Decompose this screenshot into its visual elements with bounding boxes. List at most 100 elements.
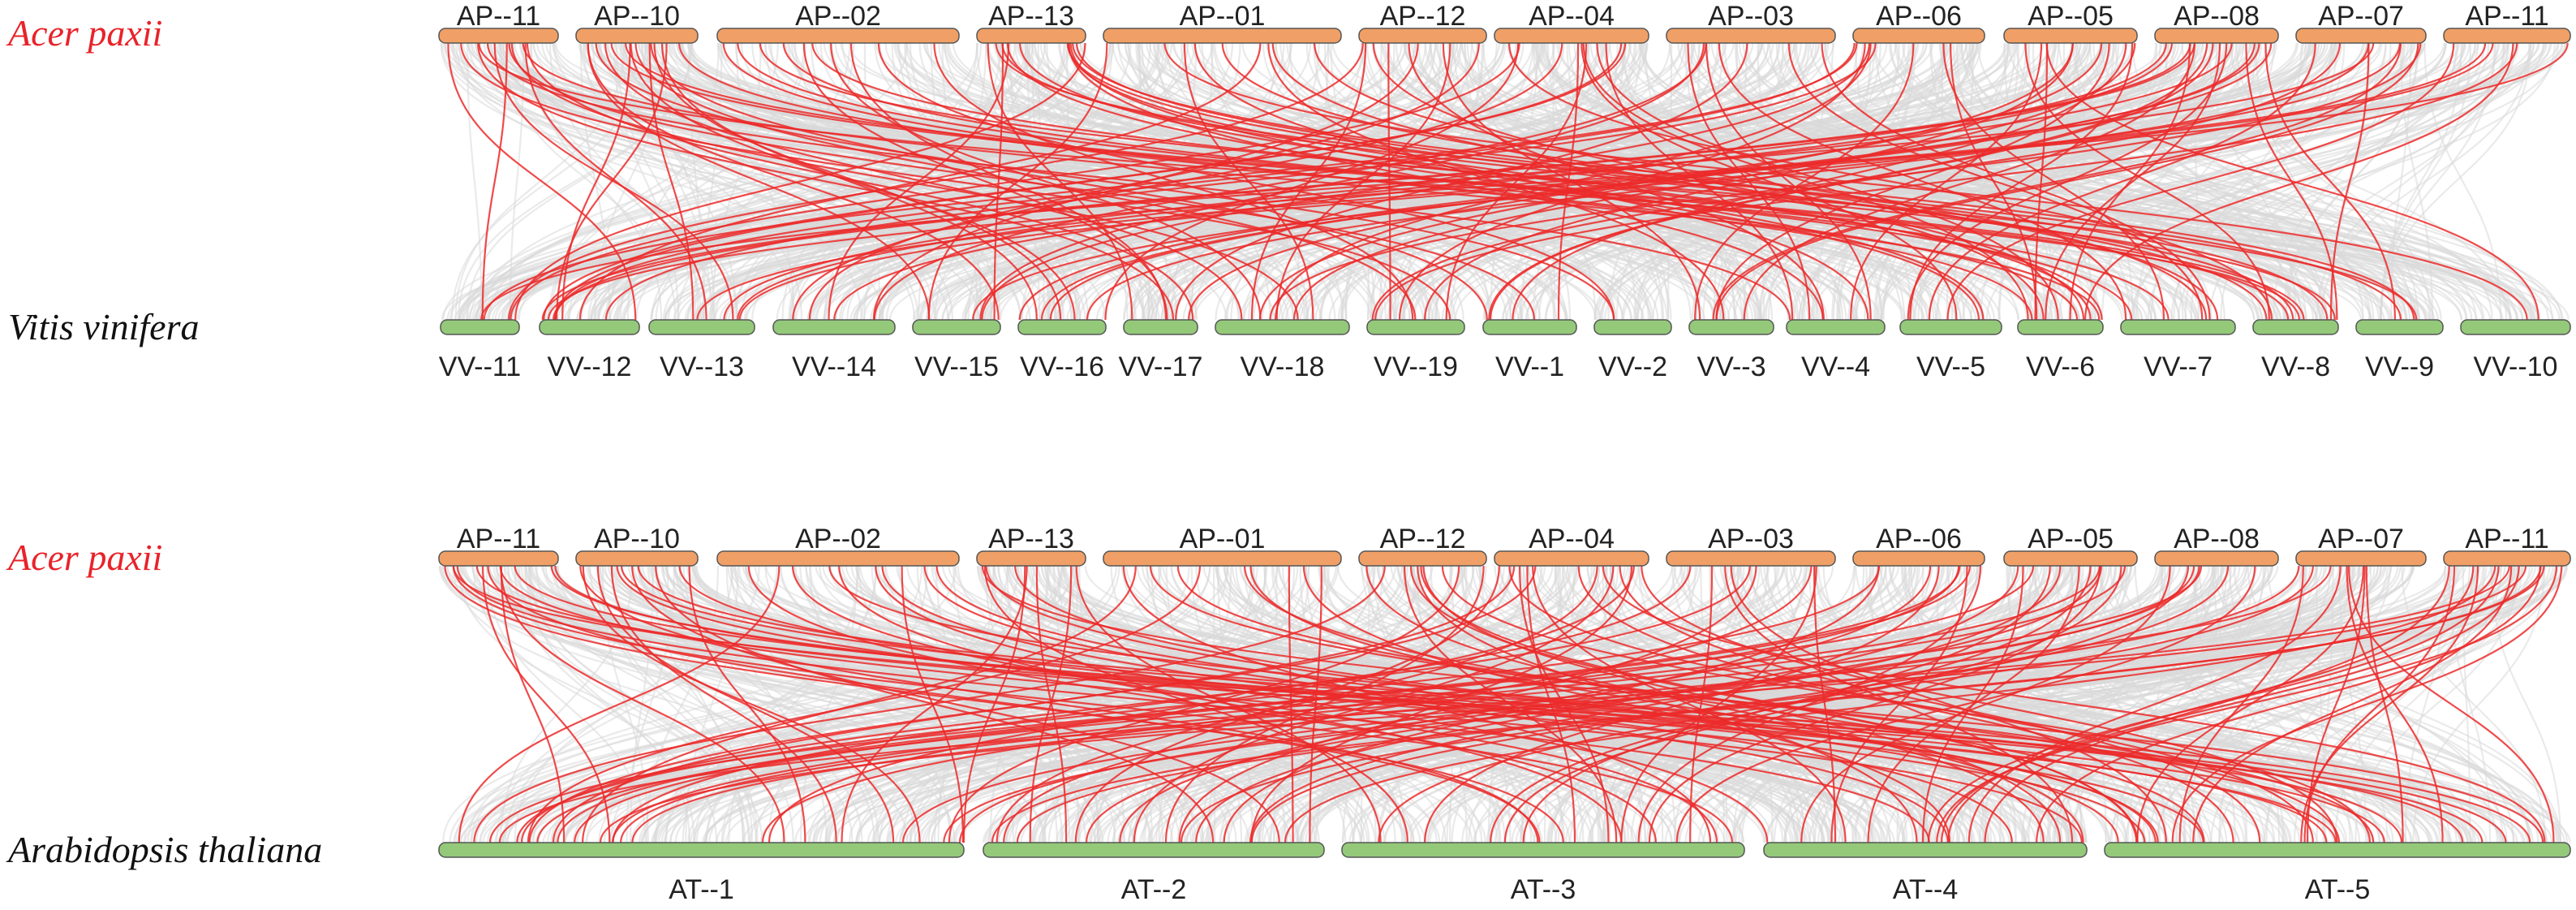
highlighted-synteny-link (527, 565, 1201, 843)
highlighted-synteny-link (508, 42, 1536, 321)
highlighted-synteny-link (1941, 565, 2520, 843)
highlighted-synteny-link (1086, 42, 2370, 321)
vv-chromosome-label: VV--15 (914, 351, 999, 382)
ap-chromosome-bar (1666, 550, 1836, 567)
ap-chromosome-label: AP--04 (1529, 524, 1615, 554)
background-synteny-link (2173, 42, 2346, 321)
highlighted-synteny-link (830, 42, 1262, 321)
background-synteny-link (582, 42, 795, 321)
ap-chromosome-bar (2154, 550, 2279, 567)
ap-chromosome-bar (1358, 550, 1487, 567)
highlighted-synteny-link (1067, 42, 2092, 321)
background-synteny-link (574, 565, 1770, 843)
vv-chromosome-bar (2355, 319, 2444, 335)
background-synteny-link (458, 42, 1500, 321)
ap-chromosome-label: AP--07 (2318, 1, 2404, 32)
highlighted-synteny-link (1178, 565, 1757, 843)
ap-chromosome-bar (976, 28, 1086, 44)
highlighted-synteny-link (1503, 565, 2122, 843)
ap-chromosome-label: AP--10 (594, 1, 680, 32)
highlighted-synteny-link (881, 565, 1949, 843)
ap-chromosome-label: AP--11 (457, 1, 540, 32)
highlighted-synteny-link (1950, 42, 2038, 321)
ap-chromosome-label: AP--13 (988, 1, 1074, 32)
highlighted-synteny-link (621, 565, 2464, 843)
highlighted-synteny-link (678, 42, 2079, 321)
highlighted-synteny-link (1188, 42, 2103, 321)
highlighted-synteny-link (1648, 565, 2101, 843)
background-synteny-link (1383, 565, 2334, 843)
highlighted-synteny-link (1508, 565, 2314, 843)
highlighted-synteny-link (993, 42, 1004, 321)
vv-chromosome-label: VV--12 (548, 351, 632, 382)
vv-chromosome-label: VV--7 (2144, 351, 2213, 382)
background-synteny-link (597, 565, 744, 843)
ap-chromosome-bar (1852, 28, 1985, 44)
highlighted-synteny-link (849, 42, 1168, 321)
background-synteny-link (809, 565, 952, 843)
highlighted-synteny-link (747, 565, 1657, 843)
highlighted-synteny-link (1689, 565, 1714, 843)
background-synteny-link (442, 565, 1074, 843)
panel-2-bottom-species-label: Arabidopsis thaliana (6, 829, 322, 870)
background-synteny-link (2208, 42, 2297, 321)
vv-chromosome-bar (1688, 319, 1774, 335)
vv-chromosome-bar (1786, 319, 1886, 335)
highlighted-synteny-link (1641, 565, 2338, 843)
background-synteny-link (1910, 42, 2476, 321)
vv-chromosome-label: VV--2 (1598, 351, 1667, 382)
highlighted-synteny-link (1371, 42, 2342, 321)
at-chromosome-label: AT--5 (2305, 874, 2371, 905)
highlighted-synteny-link (1003, 565, 1813, 843)
background-synteny-link (2003, 42, 2057, 321)
vv-chromosome-bar (1899, 319, 2002, 335)
highlighted-synteny-link (574, 565, 1972, 843)
ap-chromosome-label: AP--07 (2318, 524, 2404, 554)
ap-chromosome-bar (1358, 28, 1487, 44)
ap-chromosome-bar (976, 550, 1086, 567)
background-synteny-link (1968, 42, 2131, 321)
highlighted-synteny-link (1927, 565, 2500, 843)
highlighted-synteny-link (616, 565, 2146, 843)
highlighted-synteny-link (556, 42, 668, 321)
highlighted-synteny-link (522, 42, 2101, 321)
background-synteny-link (1123, 42, 1437, 321)
highlighted-synteny-link (514, 565, 2507, 843)
highlighted-synteny-link (650, 42, 1488, 321)
at-chromosome-bar (1341, 842, 1745, 858)
ap-chromosome-label: AP--08 (2174, 1, 2260, 32)
ap-chromosome-bar (2003, 550, 2138, 567)
highlighted-synteny-link (487, 565, 1541, 843)
gray-link-layer-panel-1 (440, 42, 2570, 321)
highlighted-synteny-link (1445, 42, 1588, 321)
background-synteny-link (1207, 565, 1266, 843)
ap-chromosome-label: AP--03 (1708, 1, 1794, 32)
highlighted-synteny-link (520, 565, 1751, 843)
highlighted-synteny-link (452, 565, 1733, 843)
vv-chromosome-label: VV--18 (1241, 351, 1325, 382)
vv-chromosome-bar (539, 319, 640, 335)
chromosome-track-panel-2: AP--11 AP--10 AP--02 AP--13 AP--01 AP--12 AP--… (438, 524, 2571, 905)
ap-chromosome-label: AP--01 (1180, 1, 1266, 32)
highlighted-synteny-link (510, 42, 1299, 321)
ap-chromosome-label: AP--11 (457, 524, 540, 554)
highlighted-synteny-link (981, 565, 2544, 843)
at-chromosome-bar (2104, 842, 2571, 858)
highlighted-synteny-link (1408, 42, 1825, 321)
highlighted-synteny-link (1424, 42, 2074, 321)
highlighted-synteny-link (493, 42, 734, 321)
highlighted-synteny-link (2365, 565, 2404, 843)
background-synteny-link (655, 565, 1120, 843)
highlighted-synteny-link (2303, 565, 2456, 843)
highlighted-synteny-link (2036, 565, 2541, 843)
background-synteny-link (451, 42, 647, 321)
vv-chromosome-bar (1366, 319, 1465, 335)
highlighted-synteny-link (631, 565, 2332, 843)
background-synteny-link (443, 42, 1568, 321)
highlighted-synteny-link (561, 42, 631, 321)
highlighted-synteny-link (1069, 42, 1985, 321)
background-synteny-link (466, 42, 693, 321)
highlighted-synteny-link (1821, 42, 2211, 321)
vv-chromosome-label: VV--14 (792, 351, 876, 382)
